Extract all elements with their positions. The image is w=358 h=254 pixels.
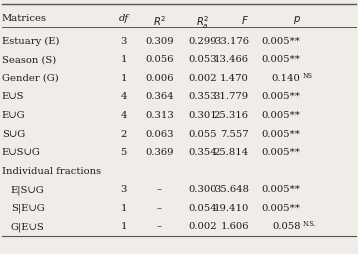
Text: 0.364: 0.364 <box>145 92 174 101</box>
Text: 0.006: 0.006 <box>145 74 174 83</box>
Text: 0.005**: 0.005** <box>262 37 301 46</box>
Text: 0.005**: 0.005** <box>262 204 301 213</box>
Text: 3: 3 <box>120 185 127 194</box>
Text: 4: 4 <box>120 111 127 120</box>
Text: 1.606: 1.606 <box>220 222 249 231</box>
Text: 0.005**: 0.005** <box>262 55 301 64</box>
Text: $F$: $F$ <box>241 14 249 26</box>
Text: Estuary (E): Estuary (E) <box>2 37 59 46</box>
Text: 3: 3 <box>120 37 127 46</box>
Text: NS: NS <box>303 72 313 80</box>
Text: E∪S: E∪S <box>2 92 24 101</box>
Text: –: – <box>157 204 162 213</box>
Text: 7.557: 7.557 <box>220 130 249 138</box>
Text: Season (S): Season (S) <box>2 55 56 64</box>
Text: S|E∪G: S|E∪G <box>11 204 44 213</box>
Text: $R_a^2$: $R_a^2$ <box>195 14 209 31</box>
Text: 0.313: 0.313 <box>145 111 174 120</box>
Text: E∪S∪G: E∪S∪G <box>2 148 41 157</box>
Text: 0.140: 0.140 <box>272 74 301 83</box>
Text: 5: 5 <box>120 148 127 157</box>
Text: 0.054: 0.054 <box>188 204 217 213</box>
Text: 0.299: 0.299 <box>188 37 217 46</box>
Text: 1.470: 1.470 <box>220 74 249 83</box>
Text: 0.005**: 0.005** <box>262 130 301 138</box>
Text: 0.053: 0.053 <box>188 55 217 64</box>
Text: 0.002: 0.002 <box>188 74 217 83</box>
Text: 2: 2 <box>120 130 127 138</box>
Text: 25.316: 25.316 <box>214 111 249 120</box>
Text: 4: 4 <box>120 92 127 101</box>
Text: Gender (G): Gender (G) <box>2 74 59 83</box>
Text: 1: 1 <box>120 222 127 231</box>
Text: E|S∪G: E|S∪G <box>11 185 44 195</box>
Text: 0.301: 0.301 <box>188 111 217 120</box>
Text: 25.814: 25.814 <box>214 148 249 157</box>
Text: 0.063: 0.063 <box>145 130 174 138</box>
Text: Matrices: Matrices <box>2 14 47 23</box>
Text: Individual fractions: Individual fractions <box>2 167 101 176</box>
Text: 31.779: 31.779 <box>214 92 249 101</box>
Text: 0.005**: 0.005** <box>262 92 301 101</box>
Text: 1: 1 <box>120 204 127 213</box>
Text: 1: 1 <box>120 74 127 83</box>
Text: 0.002: 0.002 <box>188 222 217 231</box>
Text: G|E∪S: G|E∪S <box>11 222 44 232</box>
Text: $R^2$: $R^2$ <box>153 14 166 28</box>
Text: 19.410: 19.410 <box>213 204 249 213</box>
Text: 0.353: 0.353 <box>188 92 217 101</box>
Text: 0.055: 0.055 <box>188 130 217 138</box>
Text: –: – <box>157 222 162 231</box>
Text: 35.648: 35.648 <box>214 185 249 194</box>
Text: E∪G: E∪G <box>2 111 25 120</box>
Text: –: – <box>157 185 162 194</box>
Text: 0.056: 0.056 <box>145 55 174 64</box>
Text: 13.466: 13.466 <box>214 55 249 64</box>
Text: 0.354: 0.354 <box>188 148 217 157</box>
Text: 0.309: 0.309 <box>145 37 174 46</box>
Text: 0.058: 0.058 <box>272 222 301 231</box>
Text: $p$: $p$ <box>293 14 301 26</box>
Text: 0.369: 0.369 <box>145 148 174 157</box>
Text: df: df <box>118 14 129 23</box>
Text: 0.300: 0.300 <box>188 185 217 194</box>
Text: 33.176: 33.176 <box>214 37 249 46</box>
Text: 0.005**: 0.005** <box>262 111 301 120</box>
Text: S∪G: S∪G <box>2 130 25 138</box>
Text: N.S.: N.S. <box>303 220 316 228</box>
Text: 1: 1 <box>120 55 127 64</box>
Text: 0.005**: 0.005** <box>262 185 301 194</box>
Text: 0.005**: 0.005** <box>262 148 301 157</box>
